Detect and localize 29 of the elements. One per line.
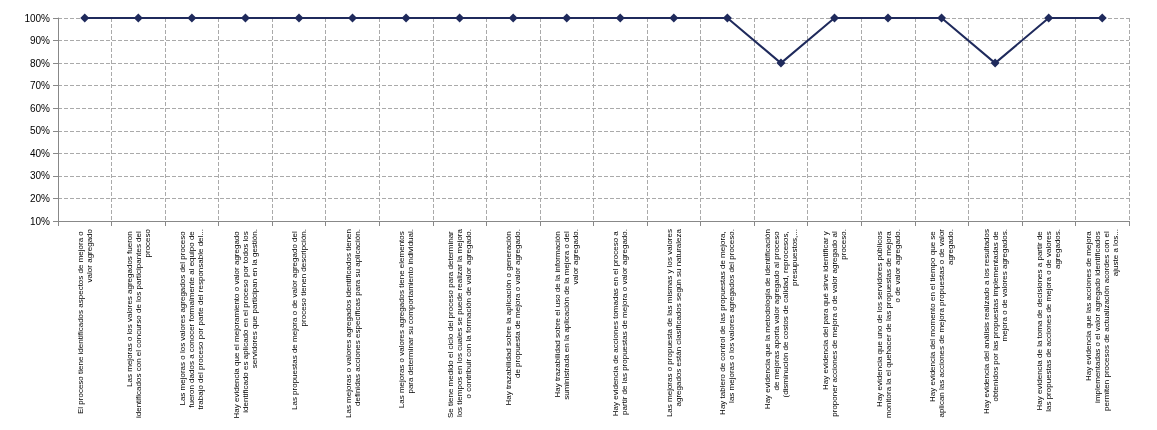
y-tick-label: 60% [29, 102, 51, 114]
x-tick-label: Hay tablero de control de las propuestas de mejora, las mejoras o los valores agregados del proceso. [718, 229, 737, 415]
y-tick-label: 80% [29, 57, 51, 69]
x-tick-label: Hay evidencia del momento en el tiempo que se aplican las acciones de mejora propuestas o de valor agregado. [928, 228, 956, 418]
x-tick-label: Hay evidencia que las acciones de mejora implementadas o el valor agregado identificados permiten procesos de actualización acordes con el ajuste a los... [1084, 229, 1121, 411]
x-tick-label: Hay evidencia de acciones tomadas en el proceso a partir de las propuestas de mejora o valor agregado. [611, 229, 630, 417]
x-tick-label: Las mejoras o los valores agregados fueron identificados con el concurso de los participantes del proceso [124, 228, 152, 418]
y-tick-label: 90% [29, 35, 51, 47]
x-tick-label: Las propuestas de mejora o de valor agregado del proceso tienen descripción. [289, 229, 308, 411]
y-tick-label: 20% [29, 192, 51, 204]
y-tick-label: 10% [29, 215, 51, 227]
y-tick-label: 50% [29, 125, 51, 137]
x-tick-label: Hay evidencia del para qué sirve identificar y proponer acciones de mejora o de valor agregado al proceso. [820, 229, 848, 417]
x-tick-label: Hay evidencia que uno de los servidores públicos monitora la el quehacer de las propuestas de mejora o de valor agregado. [874, 229, 902, 418]
x-tick-label: Las mejoras o valores agregados tiene elementos para determinar su comportamiento individual. [397, 229, 416, 409]
x-tick-label: Las mejoras o valores agregados identificados tienen definidas acciones específicas para su aplicación. [343, 229, 362, 419]
x-tick-label: Hay trazabilidad sobre el uso de la información suministrada en la aplicación de la mejora o del valor agregado. [553, 229, 581, 400]
x-tick-label: Hay evidencia de la toma de decisiones a partir de las propuestas de acciones de mejora o de valores agregados. [1035, 229, 1063, 412]
x-tick-label: Hay evidencia que el mejoramiento o valor agregado identificado es aplicado en el proceso por todos los servidores que participan en la gestión. [231, 229, 259, 419]
y-tick-label: 30% [29, 170, 51, 182]
y-tick-label: 100% [24, 12, 51, 24]
x-tick-label: Hay evidencia que la metodología de identificación de mejoras aporta valor agregado al proceso (disminución de costos de calidad, reprocesos, presupuestos,... [762, 229, 799, 410]
y-tick-label: 70% [29, 80, 51, 92]
x-tick-label: Hay trazabilidad sobre la aplicación o generación de propuesta de mejora o valor agregado. [504, 229, 523, 406]
x-tick-label: Hay evidencia del análisis realizado a los resultados obtenidos por las propuestas implementadas de mejora o de valores agregados. [981, 229, 1009, 414]
x-tick-label: Las mejoras o los valores agregados del proceso fueron dados a conocer formalmente al equipo de trabajo del proceso por parte del responsable del... [178, 229, 206, 410]
x-tick-label: Se tiene medido el ciclo del proceso para determinar los tiempos en los cuales se puede realizar la mejora o contribuir con la formación de valor agregado. [446, 228, 474, 418]
x-tick-label: El proceso tiene identificados aspectos de mejora o valor agregado [75, 228, 94, 414]
y-tick-label: 40% [29, 147, 51, 159]
